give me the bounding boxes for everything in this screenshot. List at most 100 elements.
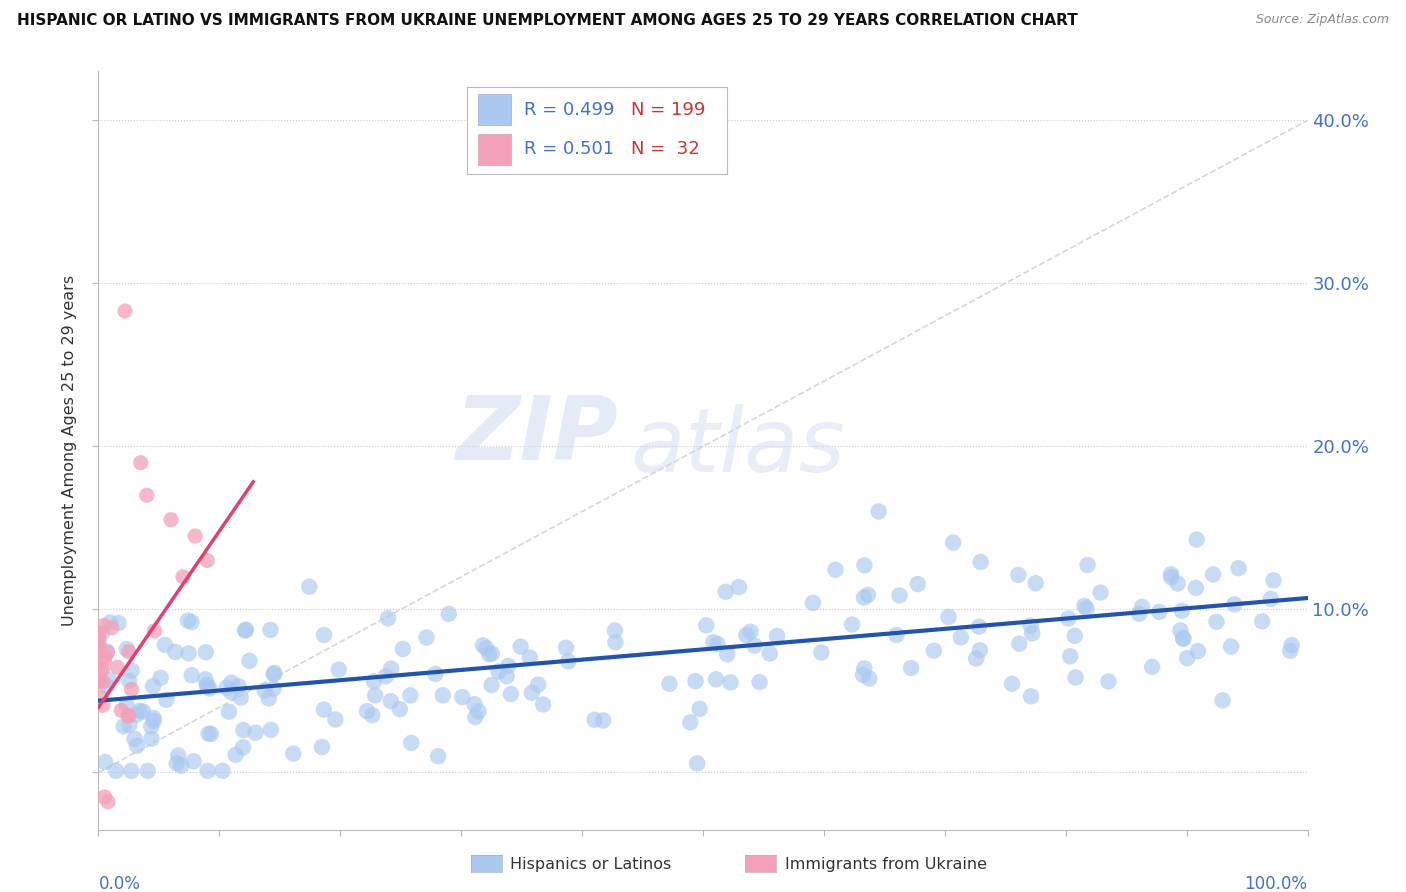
Point [1021,626,1043,640]
Point [1167,576,1189,591]
Point [810,645,832,659]
Point [115,642,138,657]
Point [218,705,240,719]
Point [706,637,728,651]
Point [232,723,254,737]
Point [1128,607,1150,621]
Point [328,663,350,677]
Point [118,673,141,688]
Point [200,727,222,741]
Point [260,723,283,737]
Point [603,624,626,638]
Point [153,638,176,652]
Point [238,654,260,668]
Point [195,677,218,691]
Point [1064,671,1087,685]
Point [1227,561,1250,575]
Point [112,719,135,733]
Point [90,690,112,705]
Point [695,618,717,632]
Point [107,616,129,631]
Point [1281,638,1303,652]
Point [136,764,159,778]
Point [748,675,770,690]
Point [388,702,411,716]
Point [475,641,498,656]
Point [889,589,911,603]
Point [184,529,207,543]
Point [89,664,111,678]
Point [801,596,824,610]
Point [356,704,378,718]
Point [380,694,402,708]
Point [298,580,321,594]
Point [312,703,335,717]
Point [142,679,165,693]
Point [312,628,335,642]
Point [509,640,531,654]
Point [87,639,110,653]
Point [852,668,875,682]
Point [96,645,118,659]
Point [557,654,579,668]
Point [197,680,219,694]
Point [686,756,709,771]
Point [740,624,762,639]
Point [110,703,132,717]
Point [427,749,450,764]
Point [1019,690,1042,704]
Point [141,731,163,746]
Point [1223,598,1246,612]
Point [94,649,117,664]
Point [121,664,143,678]
Point [1149,605,1171,619]
Point [1090,585,1112,599]
Point [228,679,250,693]
Point [93,618,115,632]
Point [471,638,494,652]
Point [215,681,238,695]
Point [149,671,172,685]
Point [1073,599,1095,613]
Point [766,629,789,643]
Point [94,755,117,769]
Point [259,623,281,637]
Point [938,610,960,624]
Point [942,535,965,549]
Point [235,623,257,637]
Point [135,488,157,502]
Point [1263,574,1285,588]
Point [432,688,454,702]
Point [1260,591,1282,606]
Point [1173,632,1195,646]
Point [425,667,447,681]
Point [155,692,177,706]
Point [283,747,305,761]
Point [969,643,991,657]
Text: ZIP: ZIP [456,392,619,479]
Point [735,628,758,642]
Point [167,748,190,763]
Text: 100.0%: 100.0% [1244,875,1308,892]
Point [143,624,166,638]
Point [495,669,517,683]
Point [1205,615,1227,629]
Point [194,645,217,659]
Point [531,698,554,712]
Point [451,690,474,704]
Point [125,739,148,753]
Point [197,727,219,741]
Point [498,658,520,673]
Point [1173,631,1195,645]
Point [685,674,707,689]
Point [519,650,541,665]
Point [679,715,702,730]
Point [257,691,280,706]
Point [105,764,128,778]
Text: Source: ZipAtlas.com: Source: ZipAtlas.com [1256,13,1389,27]
Point [1025,576,1047,591]
Point [658,677,681,691]
Point [117,709,139,723]
Point [91,663,114,677]
Point [166,756,188,771]
